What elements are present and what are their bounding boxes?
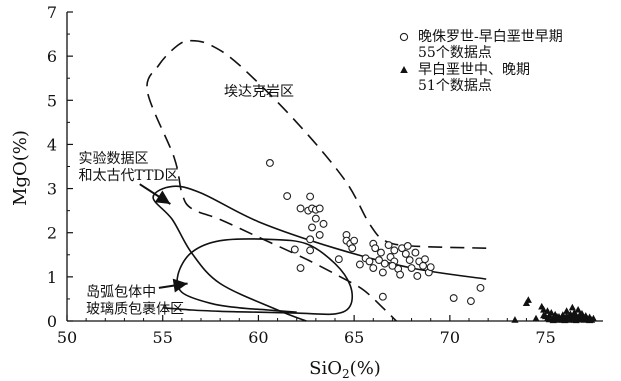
- data-point-open-circle: [375, 256, 383, 265]
- data-point-open-circle: [476, 283, 485, 292]
- data-point-open-circle: [306, 192, 315, 201]
- y-tick-label: 4: [47, 135, 57, 154]
- x-tick-label: 75: [535, 328, 555, 347]
- data-point-filled-triangle: [553, 313, 561, 320]
- data-point-open-circle: [390, 246, 399, 255]
- data-point-open-circle: [426, 263, 435, 272]
- legend-label-1-line2: 55个数据点: [418, 45, 492, 61]
- x-axis-title-base: SiO: [309, 358, 342, 379]
- x-tick-label: 65: [344, 328, 364, 347]
- legend-label-2-line1: 早白垩世中、晚期: [418, 62, 530, 78]
- data-point-filled-triangle: [547, 309, 555, 316]
- data-point-open-circle: [403, 242, 412, 250]
- data-point-filled-triangle: [543, 314, 552, 322]
- data-point-filled-triangle: [564, 316, 573, 323]
- data-point-open-circle: [378, 292, 387, 301]
- data-point-open-circle: [371, 244, 380, 253]
- legend-marker-filled-triangle: [400, 66, 408, 73]
- data-point-open-circle: [265, 159, 274, 167]
- data-point-open-circle: [380, 259, 389, 268]
- y-axis-title: MgO(%): [10, 130, 31, 206]
- region-label-experimental-line2: 和太古代TTD区: [78, 168, 178, 184]
- y-tick-label: 6: [47, 47, 57, 66]
- data-point-open-circle: [348, 244, 357, 253]
- data-point-open-circle: [296, 264, 305, 272]
- arrow-experimental-ttd-head: [154, 190, 171, 205]
- x-tick-label: 55: [153, 328, 173, 347]
- region-boundary-adakite: [146, 39, 487, 322]
- data-point-filled-triangle: [574, 305, 582, 313]
- x-axis-title-unit: (%): [350, 358, 381, 379]
- x-axis-title-subscript: 2: [342, 367, 350, 381]
- data-point-open-circle: [421, 255, 429, 264]
- data-point-open-circle: [355, 260, 364, 269]
- data-point-open-circle: [388, 261, 397, 270]
- y-tick-label: 0: [47, 312, 57, 331]
- data-point-open-circle: [283, 192, 292, 201]
- data-point-open-circle: [396, 270, 405, 279]
- region-label-island-arc-line1: 岛弧包体中: [86, 285, 156, 301]
- data-point-open-circle: [315, 204, 324, 213]
- arrow-island-arc-glass-head: [172, 278, 188, 293]
- data-point-open-circle: [384, 241, 393, 250]
- x-tick-label: 50: [57, 328, 77, 347]
- legend: 晚侏罗世-早白垩世早期 55个数据点 早白垩世中、晚期 51个数据点: [399, 29, 563, 94]
- data-point-open-circle: [449, 294, 458, 302]
- data-point-open-circle: [405, 256, 414, 265]
- data-point-filled-triangle: [532, 314, 540, 322]
- data-point-open-circle: [334, 255, 343, 264]
- region-label-island-arc-line2: 玻璃质包裹体区: [86, 301, 184, 318]
- data-point-filled-triangle: [570, 316, 578, 323]
- data-point-filled-triangle: [568, 303, 576, 311]
- data-point-open-circle: [419, 261, 428, 270]
- y-tick-label: 7: [47, 3, 57, 22]
- data-point-open-circle: [378, 268, 387, 277]
- region-label-adakite: 埃达克岩区: [224, 84, 294, 100]
- data-point-open-circle: [376, 248, 385, 257]
- data-point-filled-triangle: [540, 311, 548, 319]
- data-point-filled-triangle: [563, 312, 571, 319]
- region-boundary-island-arc-glass: [162, 238, 354, 316]
- data-point-filled-triangle: [540, 305, 548, 313]
- data-point-open-circle: [311, 214, 320, 223]
- data-point-filled-triangle: [589, 314, 598, 322]
- data-point-open-circle: [369, 264, 378, 272]
- data-point-filled-triangle: [559, 316, 567, 323]
- legend-label-1-line1: 晚侏罗世-早白垩世早期: [418, 29, 563, 45]
- data-point-open-circle: [466, 297, 475, 306]
- data-point-filled-triangle: [511, 316, 519, 323]
- data-point-filled-triangle: [549, 316, 557, 324]
- data-point-filled-triangle: [563, 307, 571, 314]
- legend-label-2-line2: 51个数据点: [418, 78, 492, 94]
- data-point-open-circle: [308, 223, 316, 232]
- y-tick-label: 2: [47, 224, 57, 243]
- y-tick-label: 3: [47, 180, 57, 199]
- data-point-open-circle: [315, 230, 324, 239]
- y-tick-label: 1: [47, 268, 57, 287]
- y-tick-label: 5: [47, 91, 57, 110]
- data-point-open-circle: [365, 257, 374, 266]
- data-point-open-circle: [407, 264, 416, 272]
- data-point-filled-triangle: [524, 296, 532, 303]
- data-point-open-circle: [319, 219, 328, 228]
- data-point-open-circle: [296, 204, 305, 213]
- x-tick-label: 60: [248, 328, 268, 347]
- data-point-open-circle: [306, 246, 315, 255]
- data-point-open-circle: [350, 236, 359, 245]
- plot-layer: 50 55 60 65 70 75 0 1 2 3 4 5 6 7: [47, 3, 603, 347]
- region-label-experimental-line1: 实验数据区: [78, 151, 148, 167]
- data-point-filled-triangle: [578, 309, 586, 317]
- data-point-open-circle: [306, 235, 315, 244]
- data-point-filled-triangle: [586, 316, 594, 324]
- legend-marker-open-circle: [399, 32, 409, 42]
- data-point-open-circle: [413, 272, 422, 280]
- data-point-open-circle: [290, 245, 299, 254]
- data-point-open-circle: [411, 248, 420, 257]
- x-tick-label: 70: [440, 328, 460, 347]
- x-axis-title: SiO2(%): [309, 358, 381, 381]
- data-point-open-circle: [401, 249, 410, 258]
- region-boundary-experimental-ttd: [152, 185, 487, 322]
